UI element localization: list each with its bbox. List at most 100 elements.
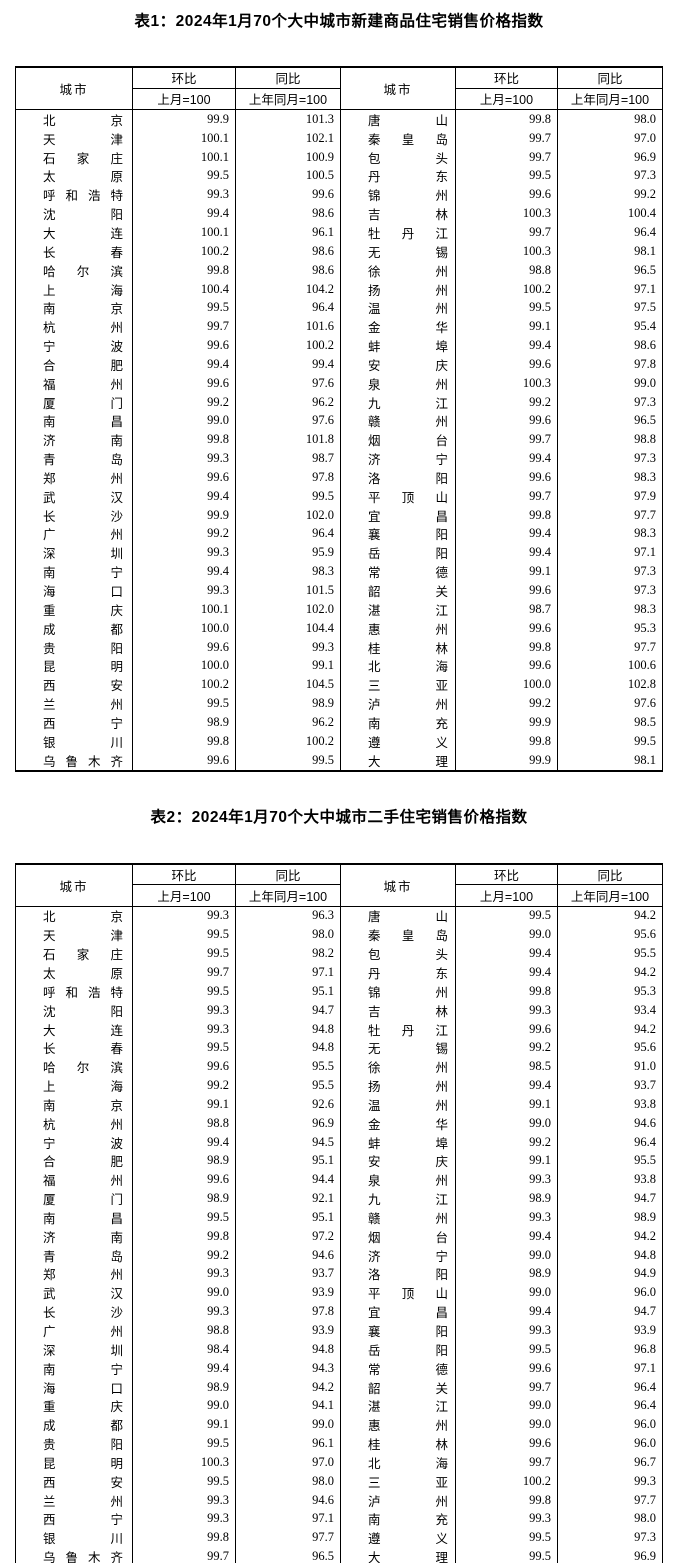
city-cell: 徐州 bbox=[340, 1057, 455, 1077]
yoy-value: 104.2 bbox=[235, 279, 340, 299]
city-cell: 大连 bbox=[43, 1023, 123, 1038]
table-row: 青岛 99.3 98.7 济宁 99.4 97.3 bbox=[16, 449, 662, 469]
header-mom-base: 上月=100 bbox=[157, 889, 211, 904]
table-row: 南昌 99.5 95.1 赣州 99.3 98.9 bbox=[16, 1208, 662, 1227]
table-row: 银川 99.8 97.7 遵义 99.5 97.3 bbox=[16, 1528, 662, 1548]
city-cell: 太原 bbox=[43, 170, 123, 185]
yoy-value: 94.9 bbox=[557, 1264, 662, 1284]
yoy-value: 94.8 bbox=[235, 1339, 340, 1359]
mom-value: 99.7 bbox=[455, 1377, 557, 1397]
mom-value: 98.8 bbox=[132, 1321, 235, 1340]
yoy-value: 95.1 bbox=[235, 1151, 340, 1171]
yoy-value: 96.4 bbox=[557, 223, 662, 242]
table1-header: 城市 环比 上月=100 同比 上年同月=100 城市 环比 上月=100 同比… bbox=[16, 68, 662, 110]
mom-value: 99.5 bbox=[455, 1547, 557, 1563]
yoy-value: 94.2 bbox=[557, 906, 662, 926]
city-cell: 秦皇岛 bbox=[340, 128, 455, 148]
yoy-value: 97.8 bbox=[557, 354, 662, 374]
yoy-value: 98.0 bbox=[557, 1509, 662, 1529]
mom-value: 99.3 bbox=[455, 1321, 557, 1340]
city-cell: 郑州 bbox=[43, 471, 123, 486]
mom-value: 100.2 bbox=[132, 241, 235, 261]
mom-value: 99.2 bbox=[455, 694, 557, 713]
mom-value: 99.0 bbox=[455, 1113, 557, 1133]
table-row: 武汉 99.4 99.5 平顶山 99.7 97.9 bbox=[16, 486, 662, 506]
yoy-value: 95.4 bbox=[557, 317, 662, 337]
table-row: 呼和浩特 99.5 95.1 锦州 99.8 95.3 bbox=[16, 981, 662, 1001]
header-yoy-base: 上年同月=100 bbox=[570, 889, 650, 904]
yoy-value: 92.6 bbox=[235, 1094, 340, 1114]
city-cell: 石家庄 bbox=[43, 151, 123, 166]
city-cell: 南京 bbox=[43, 1098, 123, 1113]
mom-value: 99.5 bbox=[132, 925, 235, 945]
city-cell: 天津 bbox=[43, 929, 123, 944]
city-cell: 北海 bbox=[340, 1453, 455, 1472]
city-cell: 襄阳 bbox=[340, 524, 455, 544]
yoy-value: 99.3 bbox=[557, 1471, 662, 1491]
city-cell: 桂林 bbox=[340, 1434, 455, 1453]
yoy-value: 97.8 bbox=[235, 1302, 340, 1322]
mom-value: 99.1 bbox=[455, 1151, 557, 1171]
table-row: 济南 99.8 101.8 烟台 99.7 98.8 bbox=[16, 430, 662, 450]
yoy-value: 97.1 bbox=[557, 279, 662, 299]
yoy-value: 98.6 bbox=[235, 241, 340, 261]
city-cell: 泉州 bbox=[340, 1170, 455, 1190]
yoy-value: 97.7 bbox=[557, 637, 662, 657]
city-cell: 吉林 bbox=[340, 1000, 455, 1020]
mom-value: 99.3 bbox=[132, 581, 235, 600]
mom-value: 100.0 bbox=[455, 675, 557, 695]
mom-value: 100.1 bbox=[132, 128, 235, 148]
mom-value: 99.5 bbox=[455, 1339, 557, 1359]
yoy-value: 97.2 bbox=[235, 1226, 340, 1246]
yoy-value: 102.0 bbox=[235, 599, 340, 619]
table-row: 福州 99.6 94.4 泉州 99.3 93.8 bbox=[16, 1170, 662, 1190]
table-row: 兰州 99.5 98.9 泸州 99.2 97.6 bbox=[16, 694, 662, 713]
mom-value: 100.0 bbox=[132, 656, 235, 676]
yoy-value: 97.0 bbox=[235, 1453, 340, 1472]
mom-value: 98.9 bbox=[132, 1189, 235, 1209]
city-cell: 沈阳 bbox=[43, 208, 123, 223]
table-row: 成都 99.1 99.0 惠州 99.0 96.0 bbox=[16, 1415, 662, 1435]
city-cell: 呼和浩特 bbox=[43, 189, 123, 204]
yoy-value: 93.4 bbox=[557, 1000, 662, 1020]
yoy-value: 97.6 bbox=[235, 373, 340, 393]
table2-header: 城市 环比 上月=100 同比 上年同月=100 城市 环比 上月=100 同比… bbox=[16, 864, 662, 907]
yoy-value: 95.3 bbox=[557, 618, 662, 638]
header-mom-left: 环比 上月=100 bbox=[132, 864, 235, 906]
yoy-value: 93.7 bbox=[235, 1264, 340, 1284]
mom-value: 99.6 bbox=[132, 373, 235, 393]
header-mom-base: 上月=100 bbox=[157, 93, 211, 108]
header-city-right: 城市 bbox=[340, 864, 455, 906]
mom-value: 99.4 bbox=[455, 944, 557, 964]
mom-value: 99.4 bbox=[455, 963, 557, 982]
city-cell: 韶关 bbox=[340, 581, 455, 600]
mom-value: 99.4 bbox=[455, 524, 557, 544]
mom-value: 99.8 bbox=[132, 1528, 235, 1548]
mom-value: 99.8 bbox=[455, 505, 557, 525]
city-cell: 宁波 bbox=[43, 1136, 123, 1151]
table2-secondhand-price-index: 城市 环比 上月=100 同比 上年同月=100 城市 环比 上月=100 同比… bbox=[15, 862, 663, 1563]
table-row: 乌鲁木齐 99.7 96.5 大理 99.5 96.9 bbox=[16, 1547, 662, 1563]
table-row: 深圳 99.3 95.9 岳阳 99.4 97.1 bbox=[16, 543, 662, 563]
mom-value: 99.1 bbox=[132, 1415, 235, 1435]
city-cell: 哈尔滨 bbox=[43, 1061, 123, 1076]
yoy-value: 96.8 bbox=[557, 1339, 662, 1359]
city-cell: 银川 bbox=[43, 735, 123, 750]
city-cell: 乌鲁木齐 bbox=[43, 754, 123, 769]
mom-value: 99.6 bbox=[132, 1170, 235, 1190]
yoy-value: 98.3 bbox=[557, 599, 662, 619]
mom-value: 99.8 bbox=[132, 1226, 235, 1246]
mom-value: 100.2 bbox=[455, 1471, 557, 1491]
city-cell: 广州 bbox=[43, 1325, 123, 1340]
mom-value: 99.8 bbox=[455, 110, 557, 129]
header-mom-label: 环比 bbox=[133, 865, 235, 886]
yoy-value: 95.5 bbox=[235, 1076, 340, 1095]
table-row: 杭州 99.7 101.6 金华 99.1 95.4 bbox=[16, 317, 662, 337]
mom-value: 99.7 bbox=[455, 147, 557, 167]
city-cell: 蚌埠 bbox=[340, 1132, 455, 1152]
city-cell: 洛阳 bbox=[340, 1264, 455, 1284]
yoy-value: 94.8 bbox=[235, 1038, 340, 1058]
header-mom-label: 环比 bbox=[456, 865, 557, 886]
city-cell: 南充 bbox=[340, 713, 455, 732]
